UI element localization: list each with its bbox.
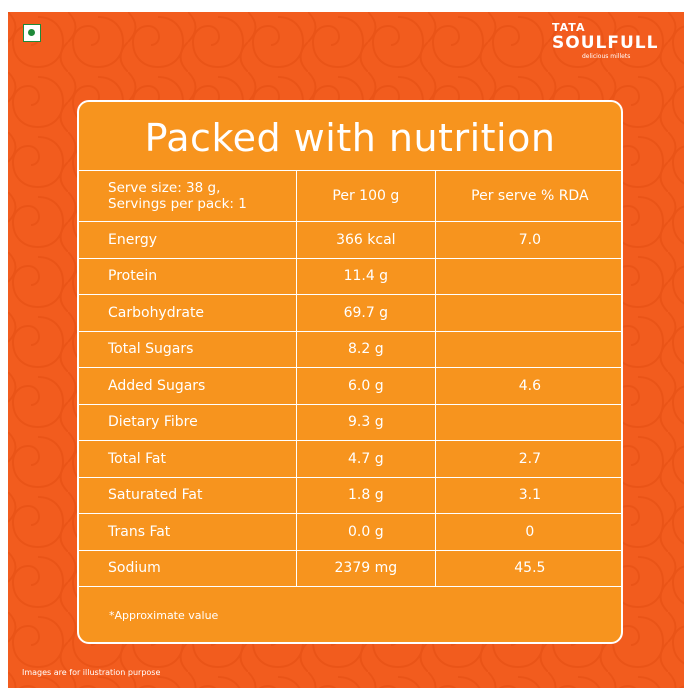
table-row: Total Fat 4.7 g 2.7 bbox=[79, 440, 621, 478]
nutrient-name: Trans Fat bbox=[79, 513, 297, 551]
nutrition-table: Serve size: 38 g, Servings per pack: 1 P… bbox=[79, 170, 621, 587]
per-100g-value: 11.4 g bbox=[295, 257, 436, 295]
nutrient-name: Dietary Fibre bbox=[79, 403, 297, 441]
nutrient-name: Saturated Fat bbox=[79, 476, 297, 514]
table-header-row: Serve size: 38 g, Servings per pack: 1 P… bbox=[79, 170, 621, 222]
rda-header: Per serve % RDA bbox=[434, 170, 621, 222]
per-100g-value: 366 kcal bbox=[295, 221, 436, 259]
per-100g-value: 69.7 g bbox=[295, 294, 436, 332]
nutrient-name: Protein bbox=[79, 257, 297, 295]
per-100g-value: 4.7 g bbox=[295, 440, 436, 478]
table-row: Protein 11.4 g bbox=[79, 257, 621, 295]
brand-soulfull: SOULFULL bbox=[552, 33, 659, 53]
rda-value bbox=[434, 403, 621, 441]
per-100g-value: 9.3 g bbox=[295, 403, 436, 441]
nutrient-name: Added Sugars bbox=[79, 367, 297, 405]
approximate-note: *Approximate value bbox=[109, 609, 219, 622]
rda-value bbox=[434, 257, 621, 295]
veg-symbol-icon bbox=[23, 24, 41, 42]
rda-value bbox=[434, 294, 621, 332]
serve-size-header: Serve size: 38 g, Servings per pack: 1 bbox=[79, 170, 297, 222]
table-row: Added Sugars 6.0 g 4.6 bbox=[79, 367, 621, 405]
rda-value: 2.7 bbox=[434, 440, 621, 478]
nutrient-name: Sodium bbox=[79, 549, 297, 587]
table-row: Total Sugars 8.2 g bbox=[79, 330, 621, 368]
rda-value: 3.1 bbox=[434, 476, 621, 514]
per-100g-value: 6.0 g bbox=[295, 367, 436, 405]
per-100g-value: 2379 mg bbox=[295, 549, 436, 587]
table-row: Saturated Fat 1.8 g 3.1 bbox=[79, 476, 621, 514]
table-row: Sodium 2379 mg 45.5 bbox=[79, 549, 621, 587]
per-100g-header: Per 100 g bbox=[295, 170, 436, 222]
rda-value: 45.5 bbox=[434, 549, 621, 587]
serve-size-line: Serve size: 38 g, bbox=[108, 180, 221, 196]
table-row: Energy 366 kcal 7.0 bbox=[79, 221, 621, 259]
rda-value: 7.0 bbox=[434, 221, 621, 259]
product-panel: TATA SOULFULL delicious millets Packed w… bbox=[8, 12, 684, 688]
nutrient-name: Total Fat bbox=[79, 440, 297, 478]
per-100g-value: 0.0 g bbox=[295, 513, 436, 551]
table-row: Dietary Fibre 9.3 g bbox=[79, 403, 621, 441]
rda-value bbox=[434, 330, 621, 368]
nutrient-name: Energy bbox=[79, 221, 297, 259]
rda-value: 0 bbox=[434, 513, 621, 551]
servings-line: Servings per pack: 1 bbox=[108, 196, 247, 212]
per-100g-value: 1.8 g bbox=[295, 476, 436, 514]
per-100g-value: 8.2 g bbox=[295, 330, 436, 368]
nutrition-card: Packed with nutrition Serve size: 38 g, … bbox=[77, 100, 623, 644]
nutrient-name: Carbohydrate bbox=[79, 294, 297, 332]
brand-tagline: delicious millets bbox=[582, 53, 631, 60]
brand-tata: TATA bbox=[552, 21, 586, 34]
disclaimer-text: Images are for illustration purpose bbox=[22, 668, 161, 677]
brand-logo: TATA SOULFULL delicious millets bbox=[552, 21, 662, 61]
table-row: Carbohydrate 69.7 g bbox=[79, 294, 621, 332]
nutrient-name: Total Sugars bbox=[79, 330, 297, 368]
rda-value: 4.6 bbox=[434, 367, 621, 405]
page-title: Packed with nutrition bbox=[144, 116, 556, 160]
